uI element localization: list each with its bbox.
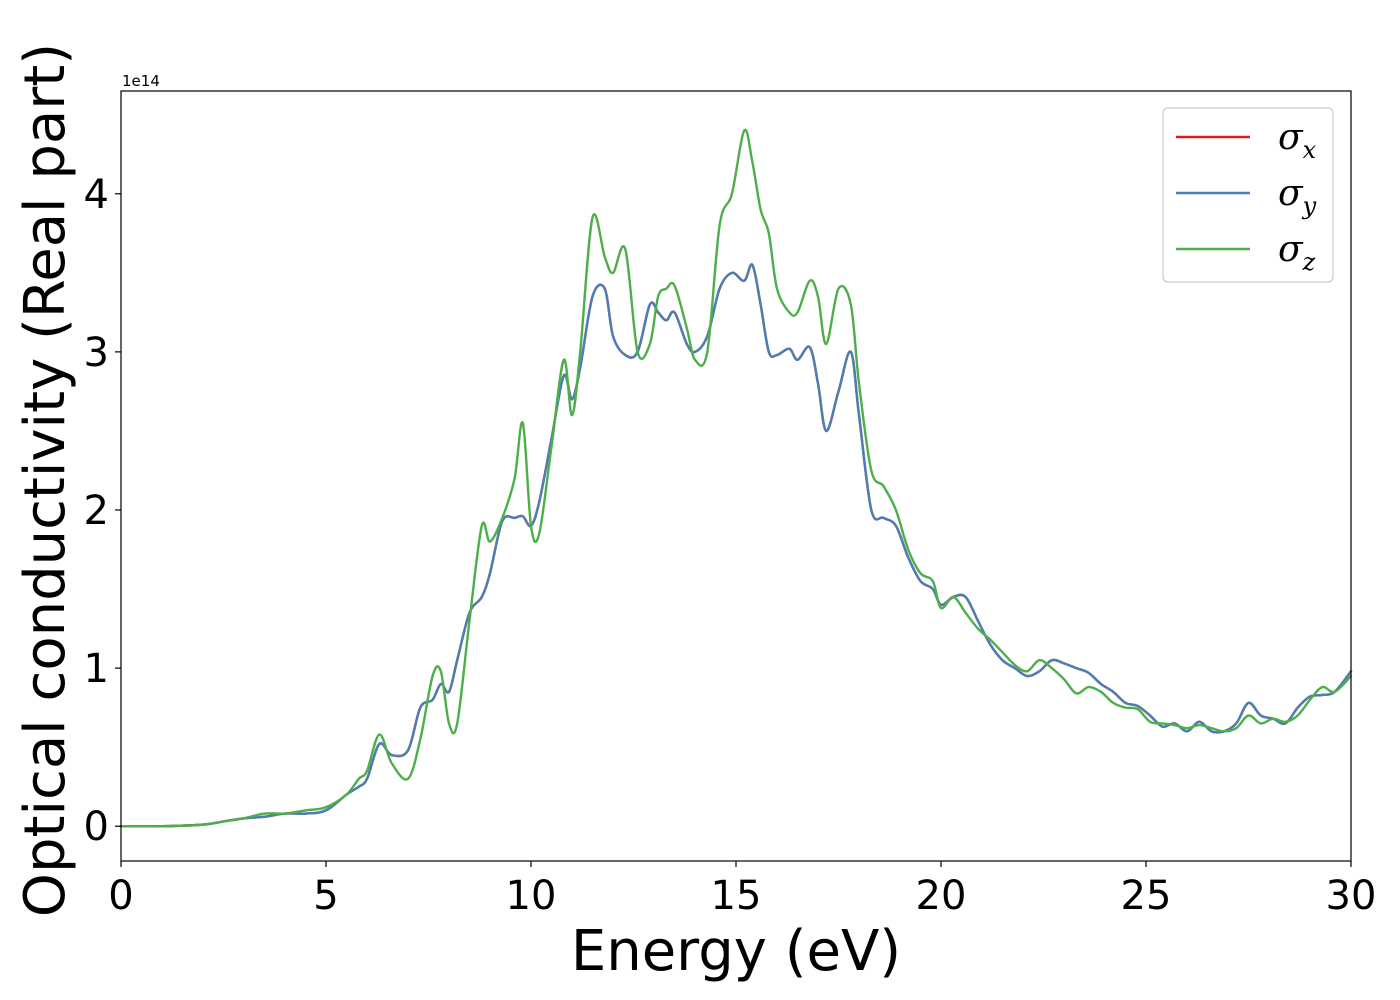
x-tick-label: 20	[916, 873, 967, 919]
legend-label-y: σy	[1278, 173, 1317, 220]
x-axis-label: Energy (eV)	[571, 919, 901, 984]
x-tick-label: 15	[711, 873, 762, 919]
series-layer	[119, 128, 1353, 828]
x-axis: 0 5 10 15 20 25 30	[108, 861, 1376, 919]
legend-subscript: x	[1303, 136, 1317, 164]
y-tick-label: 3	[84, 330, 109, 376]
legend-symbol: σ	[1278, 229, 1304, 270]
legend-label-z: σz	[1278, 229, 1316, 276]
legend-symbol: σ	[1278, 173, 1304, 214]
x-tick-label: 5	[313, 873, 338, 919]
legend-subscript: y	[1302, 192, 1317, 220]
y-tick-label: 0	[84, 804, 109, 850]
legend-box	[1162, 107, 1334, 283]
x-tick-label: 25	[1121, 873, 1172, 919]
y-tick-label: 4	[84, 172, 109, 218]
y-tick-label: 1	[84, 646, 109, 692]
legend-symbol: σ	[1278, 117, 1304, 158]
x-tick-label: 10	[506, 873, 557, 919]
y-axis-label: Optical conductivity (Real part)	[13, 43, 78, 917]
x-tick-label: 0	[108, 873, 133, 919]
y-offset-label: 1e14	[122, 72, 160, 90]
legend-subscript: z	[1302, 248, 1316, 276]
y-tick-label: 2	[84, 488, 109, 534]
series-line-y	[119, 263, 1353, 828]
y-axis: 0 1 2 3 4	[84, 172, 121, 850]
series-line-z	[119, 128, 1353, 828]
x-tick-label: 30	[1326, 873, 1377, 919]
legend-label-x: σx	[1278, 117, 1317, 164]
